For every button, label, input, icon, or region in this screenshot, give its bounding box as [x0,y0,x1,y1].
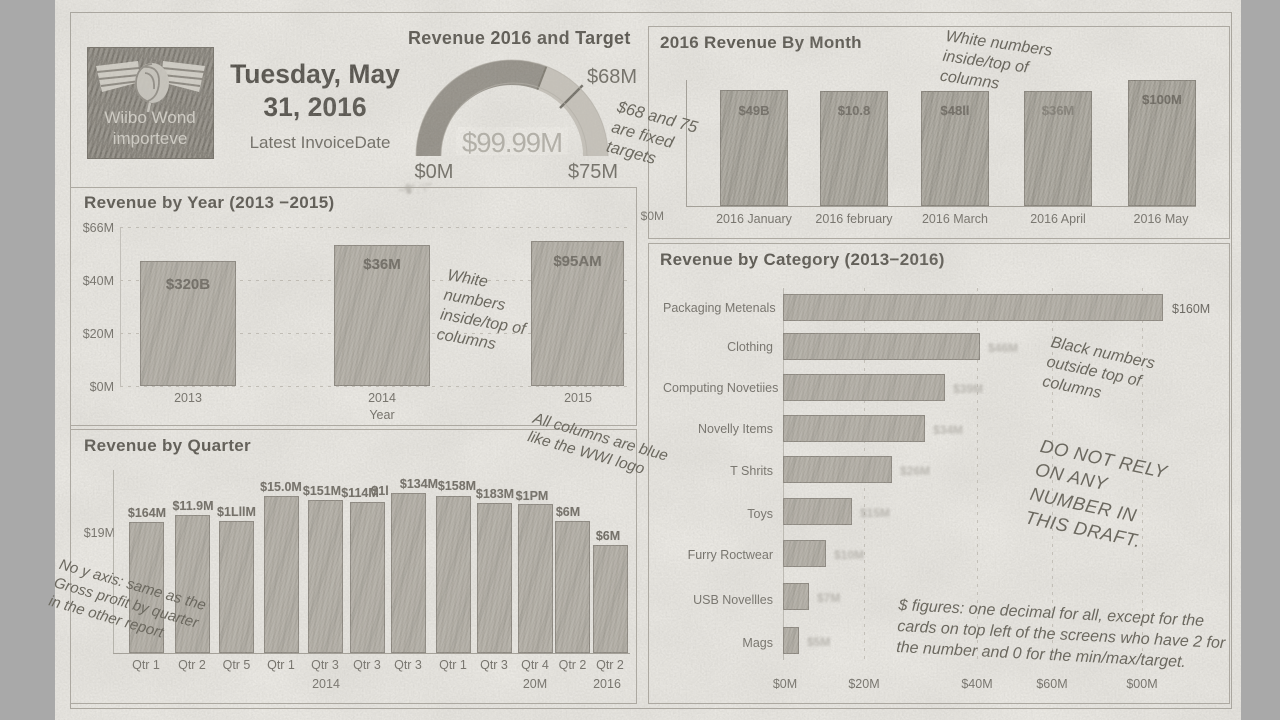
svg-text:importeve: importeve [113,129,188,148]
svg-text:Wiibo Wond: Wiibo Wond [104,108,195,127]
